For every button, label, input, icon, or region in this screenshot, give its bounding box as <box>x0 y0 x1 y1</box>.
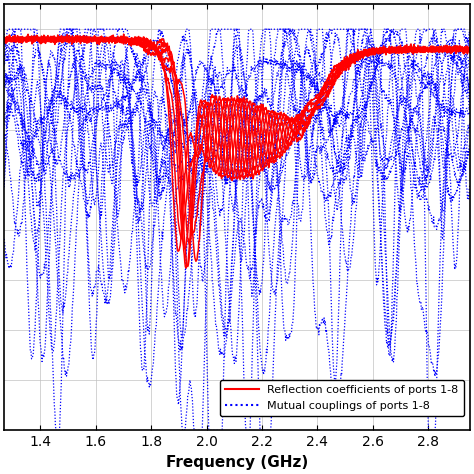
X-axis label: Frequency (GHz): Frequency (GHz) <box>166 455 308 470</box>
Legend: Reflection coefficients of ports 1-8, Mutual couplings of ports 1-8: Reflection coefficients of ports 1-8, Mu… <box>219 380 464 416</box>
